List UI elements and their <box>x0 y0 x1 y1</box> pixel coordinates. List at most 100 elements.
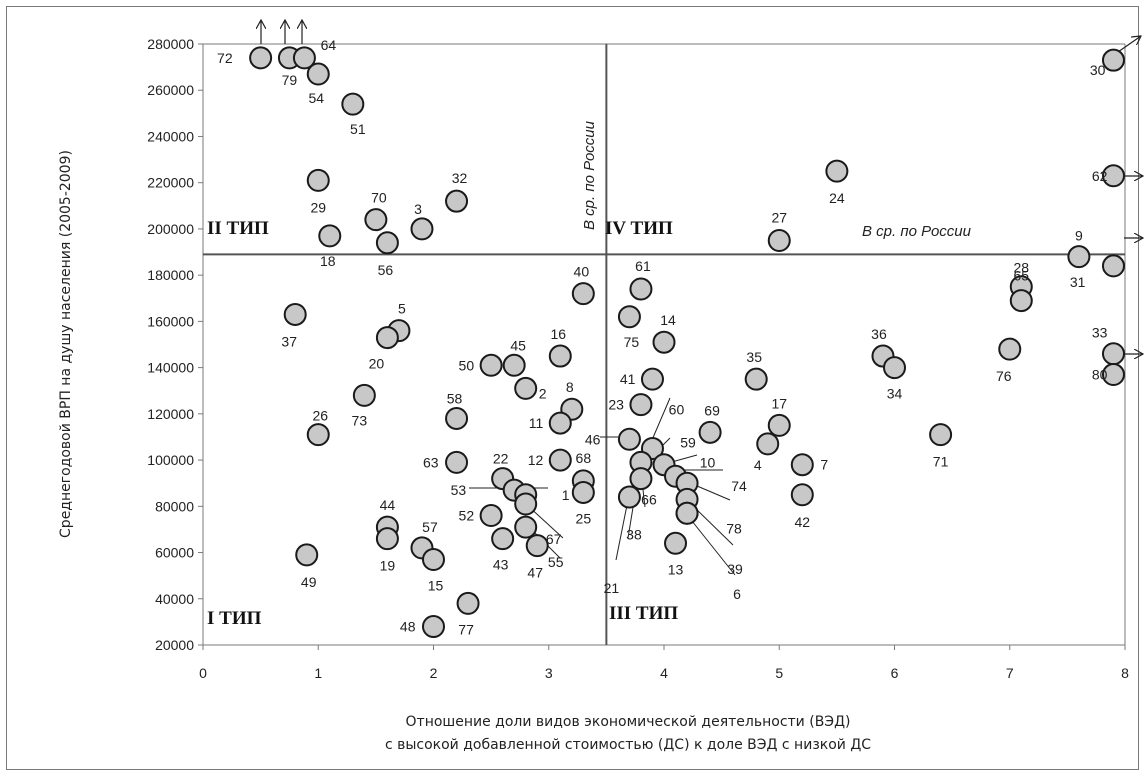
y-tick-label: 80000 <box>155 498 194 514</box>
point-label-78: 78 <box>726 520 742 536</box>
data-point-54 <box>306 62 330 86</box>
data-point-31 <box>1101 254 1125 278</box>
quadrant-label-type-2: II ТИП <box>207 218 269 239</box>
data-point-18 <box>318 224 342 248</box>
x-tick-label: 4 <box>660 665 668 681</box>
point-label-47: 47 <box>527 565 543 581</box>
data-point-61 <box>629 277 653 301</box>
x-tick-label: 7 <box>1006 665 1014 681</box>
point-label-6: 6 <box>733 586 741 602</box>
data-point-17 <box>767 413 791 437</box>
point-label-40: 40 <box>574 264 590 280</box>
y-tick-label: 100000 <box>147 452 194 468</box>
data-point-47 <box>525 534 549 558</box>
tick-labels: 0 1 2 3 4 5 6 7 82000040000600008000010000012000… <box>147 36 1129 681</box>
point-label-73: 73 <box>352 412 368 428</box>
point-label-14: 14 <box>660 312 676 328</box>
point-label-16: 16 <box>550 326 566 342</box>
data-point-56 <box>375 231 399 255</box>
point-label-44: 44 <box>380 497 396 513</box>
point-label-74: 74 <box>731 478 747 494</box>
data-point-24 <box>825 159 849 183</box>
data-point-23 <box>629 393 653 417</box>
data-point-40 <box>571 282 595 306</box>
y-tick-label: 220000 <box>147 175 194 191</box>
point-label-26: 26 <box>312 408 328 424</box>
data-points <box>249 46 1125 639</box>
point-label-72: 72 <box>217 50 233 66</box>
point-label-24: 24 <box>829 190 845 206</box>
data-point-3 <box>410 217 434 241</box>
point-label-76: 76 <box>996 368 1012 384</box>
point-label-20: 20 <box>369 356 385 372</box>
leader-39 <box>691 504 734 546</box>
data-point-7 <box>790 453 814 477</box>
point-label-46: 46 <box>585 431 601 447</box>
x-tick-label: 1 <box>314 665 322 681</box>
point-label-27: 27 <box>771 209 787 225</box>
data-point-19 <box>375 527 399 551</box>
data-point-77 <box>456 591 480 615</box>
x-tick-label: 8 <box>1121 665 1129 681</box>
data-point-75 <box>617 305 641 329</box>
data-point-50 <box>479 353 503 377</box>
point-label-9: 9 <box>1075 228 1083 244</box>
point-label-30: 30 <box>1090 62 1106 78</box>
data-point-72 <box>249 46 273 70</box>
y-tick-label: 200000 <box>147 221 194 237</box>
data-point-63 <box>445 450 469 474</box>
point-label-45: 45 <box>510 337 526 353</box>
data-point-69 <box>698 420 722 444</box>
quadrant-label-type-1: I ТИП <box>207 608 262 629</box>
point-label-64: 64 <box>321 37 337 53</box>
point-label-54: 54 <box>308 90 324 106</box>
point-label-66: 66 <box>641 491 657 507</box>
data-point-16 <box>548 344 572 368</box>
y-tick-label: 160000 <box>147 313 194 329</box>
y-tick-label: 120000 <box>147 406 194 422</box>
data-point-11 <box>548 411 572 435</box>
data-point-58 <box>445 406 469 430</box>
data-point-73 <box>352 383 376 407</box>
data-point-15 <box>422 547 445 571</box>
point-label-13: 13 <box>668 561 684 577</box>
point-label-60: 60 <box>669 402 685 418</box>
x-tick-label: 6 <box>891 665 899 681</box>
leader-6 <box>687 515 736 576</box>
point-label-3: 3 <box>414 201 422 217</box>
data-point-37 <box>283 302 307 326</box>
point-label-33: 33 <box>1092 325 1108 341</box>
point-labels: 7279645451297018563323752073265863441957… <box>217 37 1108 638</box>
data-point-76 <box>998 337 1022 361</box>
leader-60 <box>651 397 671 441</box>
data-point-13 <box>664 531 688 555</box>
point-label-18: 18 <box>320 253 336 269</box>
point-label-5: 5 <box>398 301 406 317</box>
data-point-64 <box>292 46 316 70</box>
y-tick-label: 180000 <box>147 267 194 283</box>
data-point-26 <box>306 423 330 447</box>
point-label-80: 80 <box>1092 367 1108 383</box>
point-label-8: 8 <box>566 379 574 395</box>
point-label-21: 21 <box>604 580 620 596</box>
point-label-69: 69 <box>704 402 720 418</box>
point-label-22: 22 <box>493 451 509 467</box>
data-point-12 <box>548 448 572 472</box>
point-label-10: 10 <box>700 454 716 470</box>
data-point-55 <box>514 515 538 539</box>
data-point-2 <box>514 376 538 400</box>
x-tick-label: 3 <box>545 665 553 681</box>
point-label-7: 7 <box>820 457 828 473</box>
data-point-9 <box>1067 245 1091 269</box>
horizontal-average-label: В ср. по России <box>862 223 972 240</box>
point-label-68: 68 <box>576 450 592 466</box>
y-axis-label: Среднегодовой ВРП на душу населения (200… <box>58 150 74 538</box>
data-point-29 <box>306 168 330 192</box>
leader-21 <box>615 499 629 561</box>
x-tick-label: 0 <box>199 665 207 681</box>
point-label-51: 51 <box>350 121 366 137</box>
data-point-27 <box>767 228 791 252</box>
chart-frame <box>6 6 1139 770</box>
point-label-19: 19 <box>380 558 396 574</box>
